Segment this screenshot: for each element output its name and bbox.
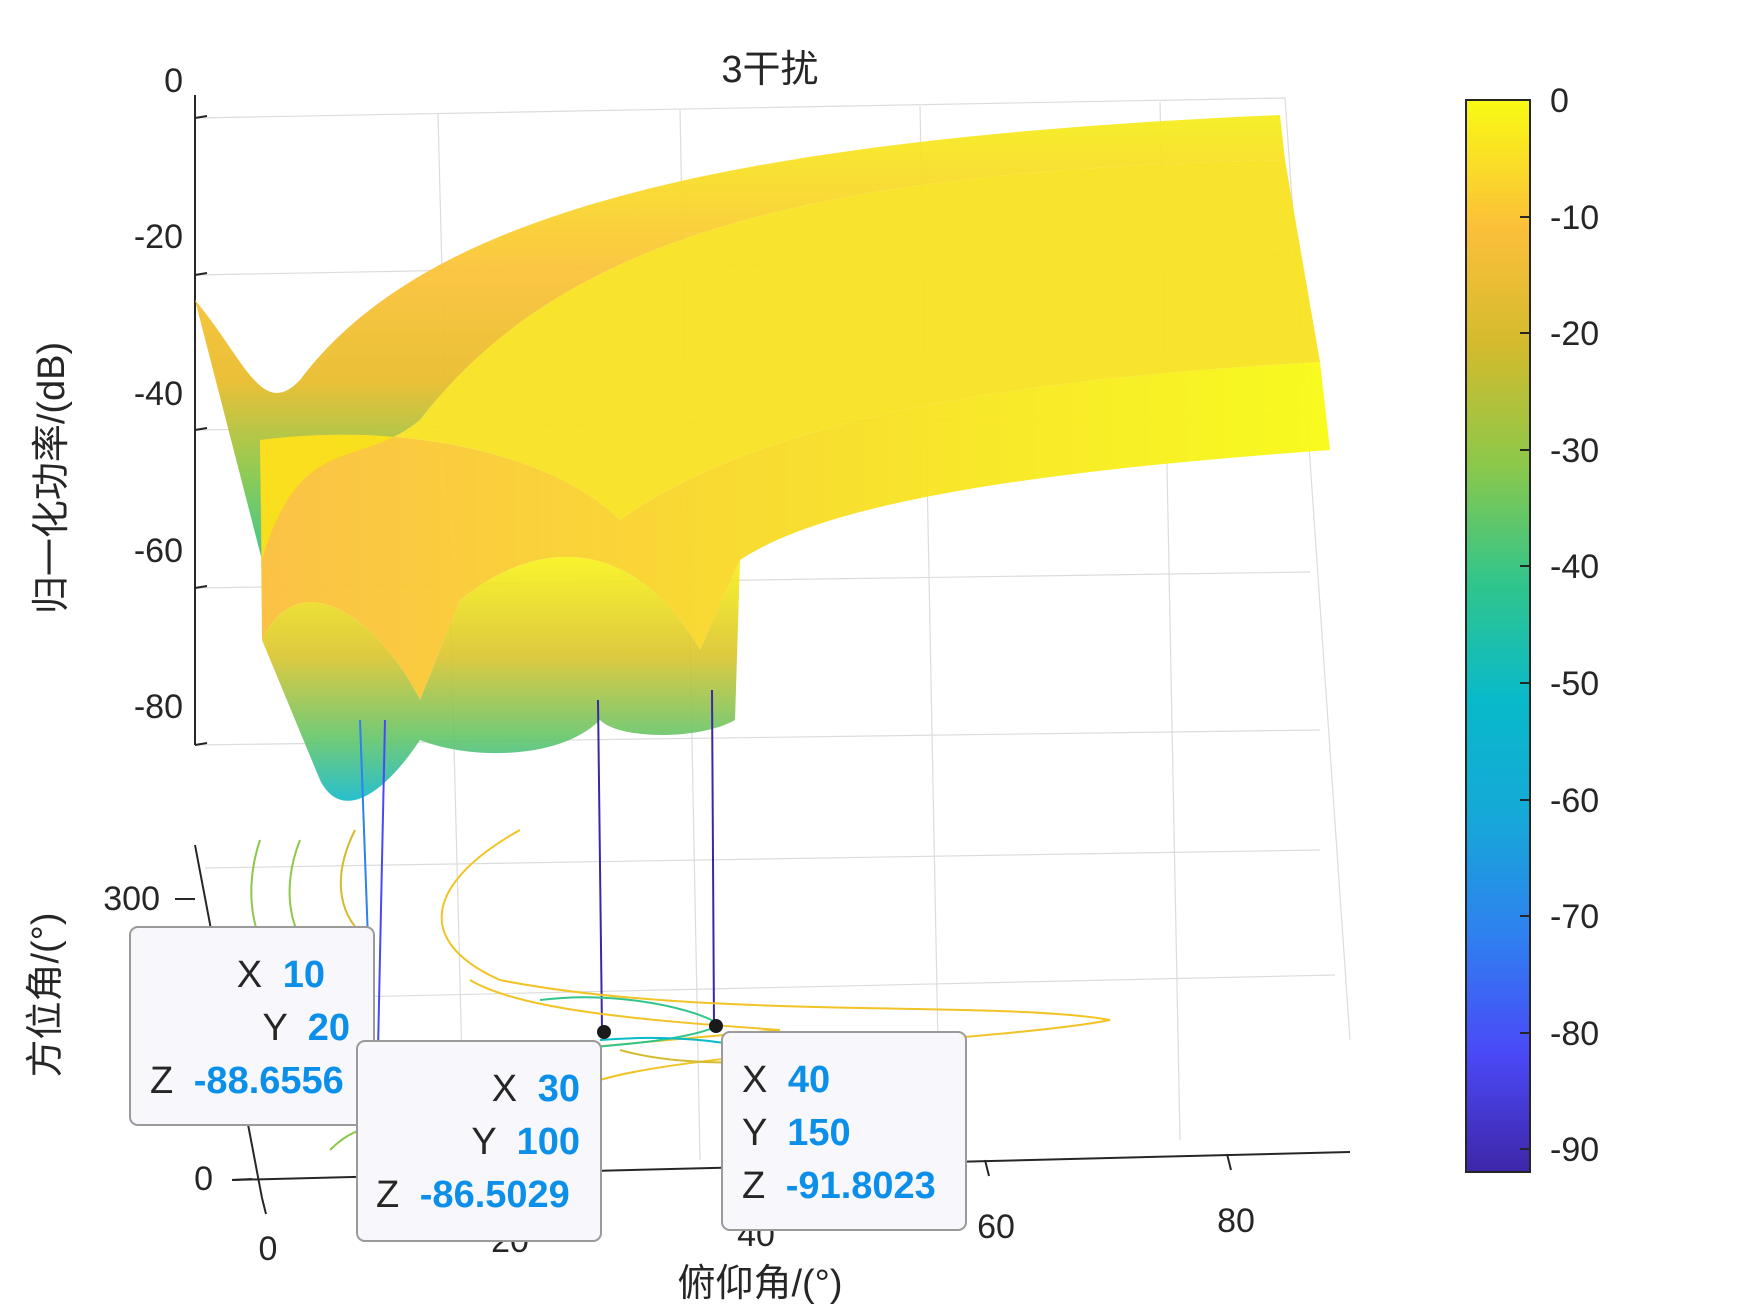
datatip-x-label: X [742, 1059, 767, 1101]
colorbar-tick-label: -40 [1550, 548, 1599, 586]
datatip-y-label: Y [471, 1121, 496, 1163]
colorbar-ticks [1520, 99, 1530, 1150]
datatip-y-value: 20 [308, 1007, 350, 1049]
datatip-z-label: Z [742, 1165, 765, 1207]
colorbar-tick-labels: 0 -10 -20 -30 -40 -50 -60 -70 -80 -90 [1550, 82, 1599, 1169]
z-ticks [194, 115, 208, 746]
datatip-y-value: 150 [787, 1112, 850, 1154]
surface-plot [195, 115, 1330, 1051]
null-spikes [359, 689, 715, 1051]
datatip-x-value: 10 [283, 954, 325, 996]
null-marker-3 [709, 1019, 723, 1033]
colorbar-tick-label: -30 [1550, 432, 1599, 470]
datatip-3[interactable]: X 40 Y 150 Z -91.8023 [721, 1031, 967, 1231]
svg-text:Z -86.5029: Z -86.5029 [376, 1174, 570, 1216]
datatip-y-label: Y [742, 1112, 767, 1154]
svg-text:Z -88.6556: Z -88.6556 [150, 1060, 344, 1102]
datatip-2[interactable]: X 30 Y 100 Z -86.5029 [356, 1040, 602, 1242]
datatip-x-label: X [492, 1068, 517, 1110]
z-tick-label: -60 [134, 532, 183, 570]
chart-title: 3干扰 [721, 49, 818, 91]
datatip-x-value: 40 [788, 1059, 830, 1101]
null-marker-2 [597, 1025, 611, 1039]
svg-text:X 30: X 30 [492, 1068, 580, 1110]
x-tick-label: 0 [259, 1230, 278, 1268]
colorbar-tick-label: -90 [1550, 1131, 1599, 1169]
x-tick-label: 60 [977, 1208, 1015, 1246]
x-tick-label: 80 [1217, 1202, 1255, 1240]
colorbar-tick-label: -80 [1550, 1015, 1599, 1053]
colorbar-tick-label: -70 [1550, 898, 1599, 936]
z-tick-label: -40 [134, 375, 183, 413]
svg-text:Y 150: Y 150 [742, 1112, 851, 1154]
colorbar-tick-label: 0 [1550, 82, 1569, 120]
y-tick-label: 0 [194, 1160, 213, 1198]
svg-text:Y 100: Y 100 [471, 1121, 580, 1163]
datatip-z-value: -88.6556 [194, 1060, 344, 1102]
datatip-x-value: 30 [538, 1068, 580, 1110]
surface-back-band [195, 115, 1285, 560]
z-tick-label: -20 [134, 218, 183, 256]
datatip-z-label: Z [150, 1060, 173, 1102]
datatip-x-label: X [237, 954, 262, 996]
colorbar-tick-label: -50 [1550, 665, 1599, 703]
colorbar-tick-label: -10 [1550, 199, 1599, 237]
svg-text:X 10: X 10 [237, 954, 325, 996]
datatip-y-label: Y [262, 1007, 287, 1049]
y-tick-label: 300 [103, 880, 160, 918]
surface-front-band [260, 160, 1320, 560]
svg-text:Y 20: Y 20 [262, 1007, 350, 1049]
datatip-1[interactable]: X 10 Y 20 Z -88.6556 [129, 926, 375, 1126]
svg-text:X 40: X 40 [742, 1059, 830, 1101]
z-axis-label: 归一化功率/(dB) [31, 342, 73, 614]
z-tick-labels: 0 -20 -40 -60 -80 [134, 62, 183, 726]
x-axis-label: 俯仰角/(°) [677, 1263, 842, 1305]
datatip-z-label: Z [376, 1174, 399, 1216]
datatip-z-value: -86.5029 [420, 1174, 570, 1216]
surface-middle-band [260, 362, 1330, 700]
z-tick-label: 0 [164, 62, 183, 100]
svg-text:Z -91.8023: Z -91.8023 [742, 1165, 936, 1207]
colorbar-tick-label: -60 [1550, 782, 1599, 820]
surface-lower-mesh [262, 556, 740, 801]
datatip-y-value: 100 [517, 1121, 580, 1163]
datatip-z-value: -91.8023 [786, 1165, 936, 1207]
y-axis-label: 方位角/(°) [25, 912, 67, 1077]
z-tick-label: -80 [134, 688, 183, 726]
y-tick [231, 1178, 253, 1181]
colorbar-tick-label: -20 [1550, 315, 1599, 353]
colorbar [1465, 99, 1531, 1173]
